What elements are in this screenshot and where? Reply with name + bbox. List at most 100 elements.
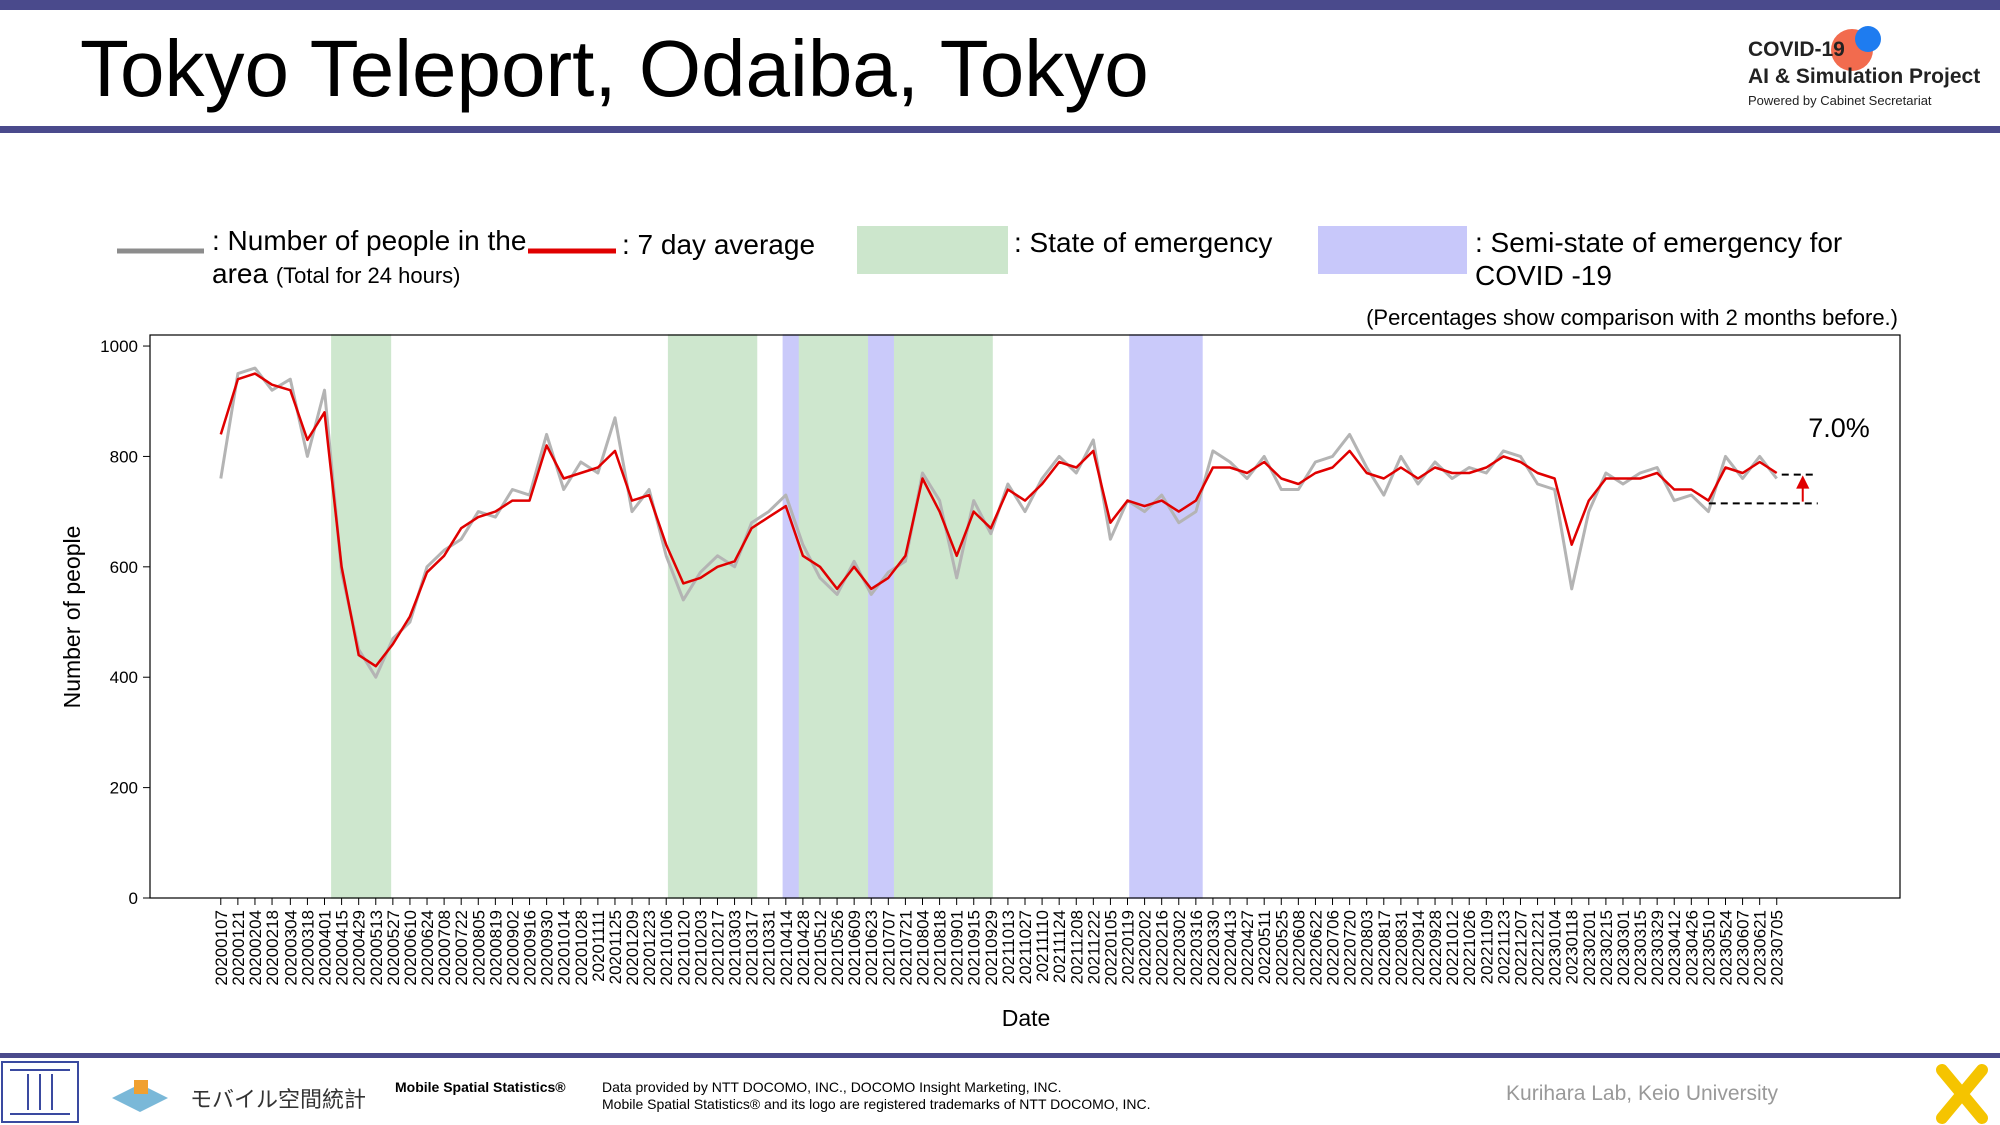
x-tick-label: 20201223 xyxy=(640,910,659,986)
x-tick-label: 20200902 xyxy=(503,910,522,986)
x-tick-label: 20220413 xyxy=(1221,910,1240,986)
x-axis-label: Date xyxy=(1002,1005,1051,1031)
emergency-span xyxy=(868,334,894,899)
x-tick-label: 20221207 xyxy=(1511,910,1530,986)
x-tick-label: 20221221 xyxy=(1529,910,1548,986)
x-tick-label: 20210414 xyxy=(777,910,796,986)
x-tick-label: 20210526 xyxy=(828,910,847,986)
legend-note: (Total for 24 hours) xyxy=(275,263,461,288)
legend-label: : Semi-state of emergency for COVID -19 xyxy=(1475,227,1843,291)
x-tick-label: 20210303 xyxy=(726,910,745,986)
x-tick-label: 20220511 xyxy=(1255,910,1274,984)
logo-dot xyxy=(1855,26,1881,52)
x-tick-label: 20200916 xyxy=(521,910,540,986)
x-tick-label: 20220105 xyxy=(1101,910,1120,986)
x-tick-label: 20220817 xyxy=(1375,910,1394,986)
top-bar xyxy=(0,0,2000,10)
x-tick-label: 20230104 xyxy=(1546,910,1565,986)
x-tick-label: 20200610 xyxy=(401,910,420,986)
x-tick-label: 20210929 xyxy=(982,910,1001,986)
x-tick-label: 20200708 xyxy=(435,910,454,986)
legend-swatch xyxy=(857,226,1008,274)
x-tick-label: 20230621 xyxy=(1751,910,1770,986)
emergency-span xyxy=(331,334,392,899)
emergency-span xyxy=(1129,334,1203,899)
header-divider xyxy=(0,126,2000,133)
y-tick-label: 800 xyxy=(110,447,138,466)
footer-divider xyxy=(0,1053,2000,1058)
x-tick-label: 20210901 xyxy=(948,910,967,986)
x-tick-label: 20210609 xyxy=(845,910,864,986)
legend-text: : Number of people in the area xyxy=(212,225,527,289)
x-tick-label: 20200107 xyxy=(212,910,231,986)
x-tick-label: 20220525 xyxy=(1272,910,1291,986)
legend-label: : 7 day average xyxy=(622,229,816,260)
x-tick-label: 20200429 xyxy=(350,910,369,986)
x-tick-label: 20201014 xyxy=(555,910,574,986)
mss-logo xyxy=(112,1084,168,1112)
change-arrow xyxy=(1796,475,1810,502)
x-tick-label: 20200304 xyxy=(281,910,300,986)
y-tick-label: 200 xyxy=(110,779,138,798)
x-tick-label: 20230301 xyxy=(1614,910,1633,986)
x-tick-label: 20200722 xyxy=(452,910,471,986)
x-tick-label: 20220914 xyxy=(1409,910,1428,986)
x-tick-label: 20220427 xyxy=(1238,910,1257,986)
x-tick-label: 20230524 xyxy=(1716,910,1735,986)
legend-label: : State of emergency xyxy=(1014,227,1273,258)
x-tick-label: 20200401 xyxy=(316,910,335,986)
x-tick-label: 20220302 xyxy=(1170,910,1189,986)
x-tick-label: 20230201 xyxy=(1580,910,1599,986)
x-tick-label: 20230607 xyxy=(1734,910,1753,986)
emergency-span xyxy=(667,334,758,899)
x-tick-label: 20230426 xyxy=(1682,910,1701,986)
x-tick-label: 20210915 xyxy=(965,910,984,986)
emergency-span xyxy=(893,334,993,899)
legend-swatch xyxy=(1318,226,1467,274)
x-tick-label: 20211027 xyxy=(1016,910,1035,984)
footer-icon xyxy=(1936,1064,1988,1124)
emergency-span xyxy=(782,334,799,899)
x-tick-label: 20200527 xyxy=(384,910,403,986)
slide-title: Tokyo Teleport, Odaiba, Tokyo xyxy=(80,24,1149,113)
footer-logo-text: モバイル空間統計 xyxy=(190,1087,366,1112)
x-tick-label: 20211110 xyxy=(1033,910,1052,982)
x-tick-label: 20201125 xyxy=(606,910,625,984)
x-tick-label: 20210217 xyxy=(708,910,727,986)
x-tick-label: 20221123 xyxy=(1494,910,1513,984)
footer-lab: Kurihara Lab, Keio University xyxy=(1506,1082,1778,1105)
x-tick-label: 20230315 xyxy=(1631,910,1650,986)
lab-logo xyxy=(1,1061,79,1123)
y-tick-label: 400 xyxy=(110,668,138,687)
x-tick-label: 20220202 xyxy=(1136,910,1155,986)
x-tick-label: 20201111 xyxy=(589,910,608,982)
x-tick-label: 20200218 xyxy=(263,910,282,986)
x-tick-label: 20221012 xyxy=(1443,910,1462,986)
y-axis-label: Number of people xyxy=(59,526,85,709)
x-tick-label: 20210512 xyxy=(811,910,830,986)
x-tick-label: 20200805 xyxy=(469,910,488,986)
x-tick-label: 20210721 xyxy=(896,910,915,986)
x-tick-label: 20211222 xyxy=(1084,910,1103,984)
x-tick-label: 20220928 xyxy=(1426,910,1445,986)
x-tick-label: 20200121 xyxy=(229,910,248,986)
x-tick-label: 20221109 xyxy=(1477,910,1496,984)
emergency-span xyxy=(798,334,869,899)
x-tick-label: 20210428 xyxy=(794,910,813,986)
chart-note: (Percentages show comparison with 2 mont… xyxy=(1366,305,1898,330)
x-tick-label: 20210707 xyxy=(879,910,898,986)
x-tick-label: 20220330 xyxy=(1204,910,1223,986)
logo-text: AI & Simulation Project xyxy=(1748,65,1980,88)
x-tick-label: 20210331 xyxy=(760,910,779,986)
x-tick-label: 20210120 xyxy=(674,910,693,986)
x-tick-label: 20220720 xyxy=(1341,910,1360,986)
x-tick-label: 20210317 xyxy=(743,910,762,986)
y-tick-label: 600 xyxy=(110,558,138,577)
x-tick-label: 20220803 xyxy=(1358,910,1377,986)
x-tick-label: 20230705 xyxy=(1768,910,1787,986)
x-tick-label: 20220119 xyxy=(1119,910,1138,984)
x-tick-label: 20210623 xyxy=(862,910,881,986)
x-tick-label: 20220608 xyxy=(1289,910,1308,986)
